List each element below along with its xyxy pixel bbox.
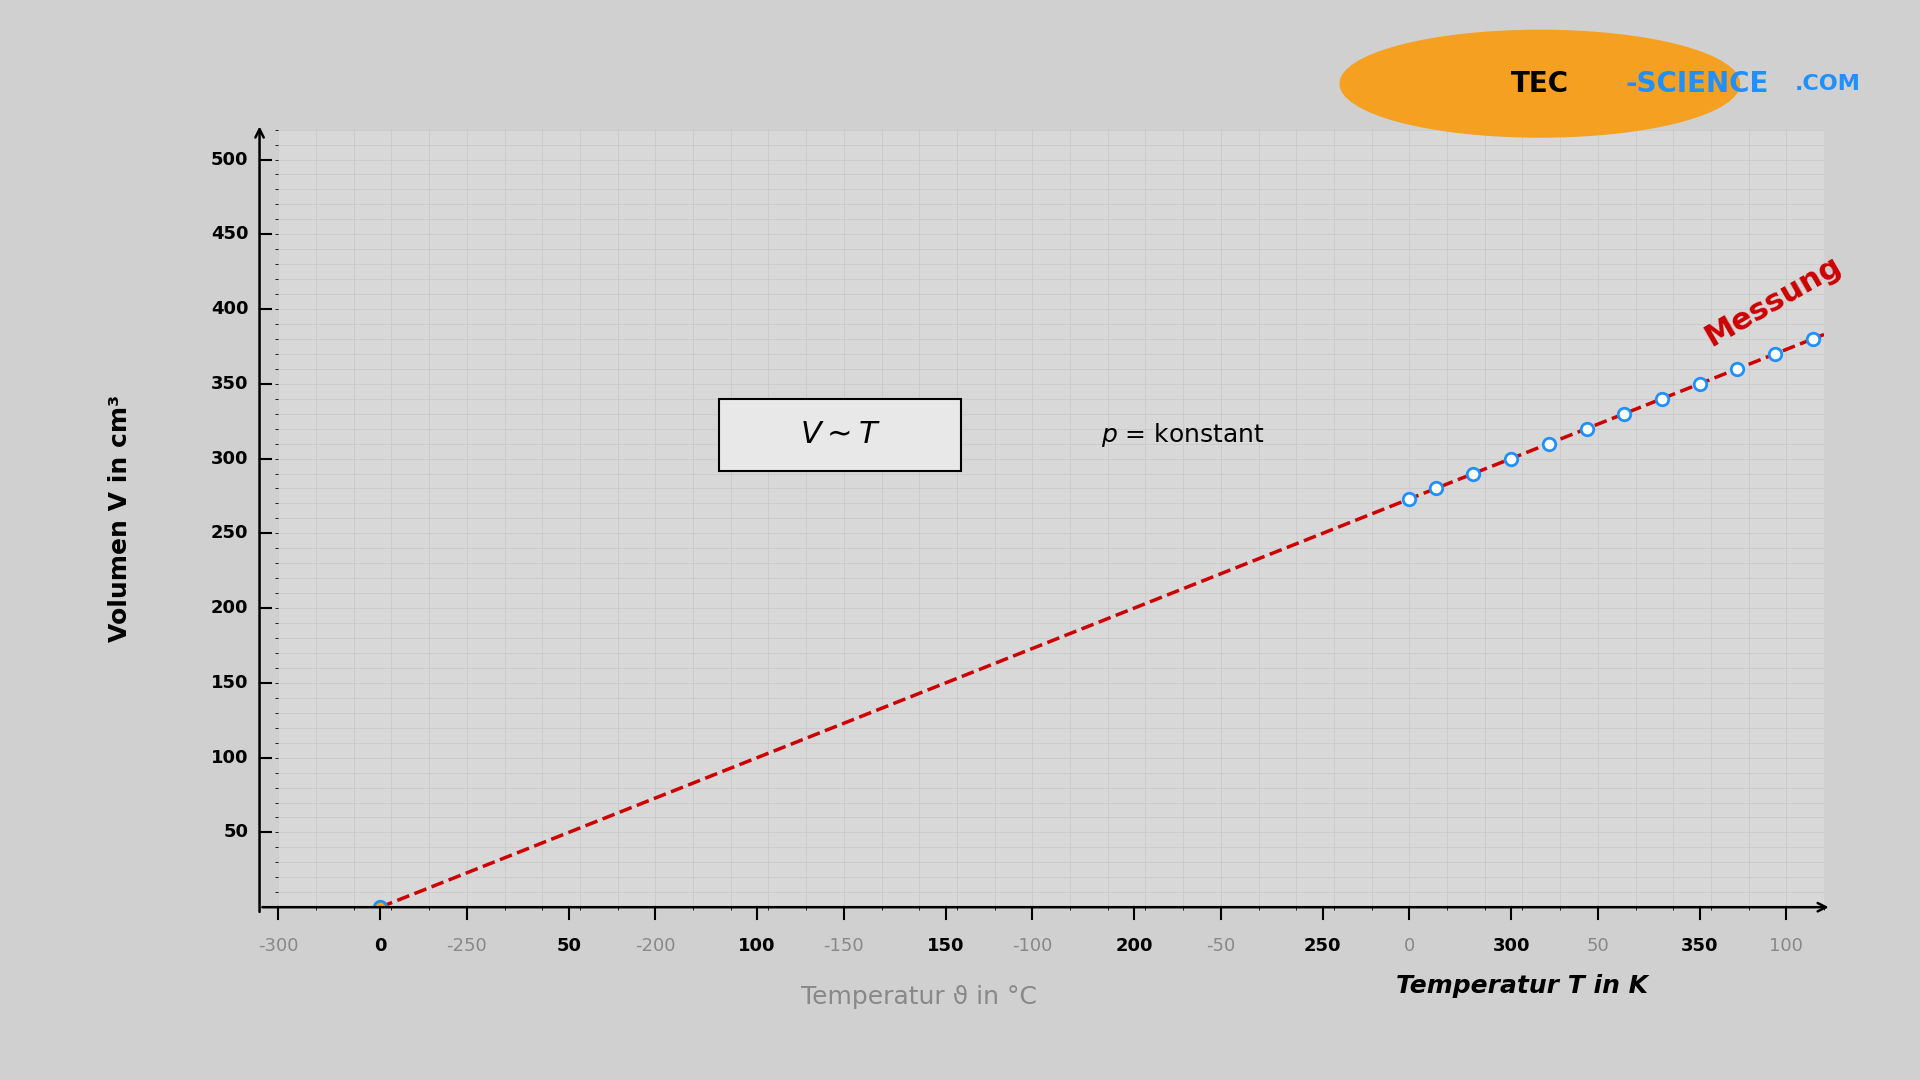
- Text: -300: -300: [257, 937, 300, 955]
- Text: 450: 450: [211, 226, 248, 243]
- Text: 50: 50: [557, 937, 582, 955]
- Text: Temperatur ϑ in °C: Temperatur ϑ in °C: [801, 985, 1037, 1009]
- Text: 300: 300: [1492, 937, 1530, 955]
- Text: 400: 400: [211, 300, 248, 318]
- Text: TEC: TEC: [1511, 70, 1569, 97]
- Text: -50: -50: [1206, 937, 1235, 955]
- Text: 250: 250: [211, 525, 248, 542]
- Text: -150: -150: [824, 937, 864, 955]
- Text: 150: 150: [927, 937, 964, 955]
- Text: $V \sim T$: $V \sim T$: [799, 420, 881, 449]
- Text: 100: 100: [1770, 937, 1803, 955]
- Text: $p$ = konstant: $p$ = konstant: [1102, 420, 1265, 448]
- Text: -250: -250: [447, 937, 488, 955]
- Text: 0: 0: [1404, 937, 1415, 955]
- Text: -100: -100: [1012, 937, 1052, 955]
- Text: -200: -200: [636, 937, 676, 955]
- Text: 350: 350: [1680, 937, 1718, 955]
- Text: 100: 100: [739, 937, 776, 955]
- Circle shape: [1340, 30, 1740, 137]
- Text: 100: 100: [211, 748, 248, 767]
- Text: 50: 50: [223, 823, 248, 841]
- Text: 350: 350: [211, 375, 248, 393]
- Text: 250: 250: [1304, 937, 1342, 955]
- Text: Temperatur T in K: Temperatur T in K: [1396, 974, 1649, 999]
- Text: Volumen V in cm³: Volumen V in cm³: [108, 395, 132, 642]
- Text: 300: 300: [211, 449, 248, 468]
- Text: Messung: Messung: [1699, 251, 1847, 352]
- Text: 200: 200: [211, 599, 248, 617]
- Text: 50: 50: [1586, 937, 1609, 955]
- Text: 500: 500: [211, 150, 248, 168]
- Text: 0: 0: [374, 937, 386, 955]
- FancyBboxPatch shape: [720, 399, 960, 471]
- Text: .COM: .COM: [1795, 73, 1860, 94]
- Text: -SCIENCE: -SCIENCE: [1626, 70, 1768, 97]
- Text: 150: 150: [211, 674, 248, 692]
- Text: 200: 200: [1116, 937, 1152, 955]
